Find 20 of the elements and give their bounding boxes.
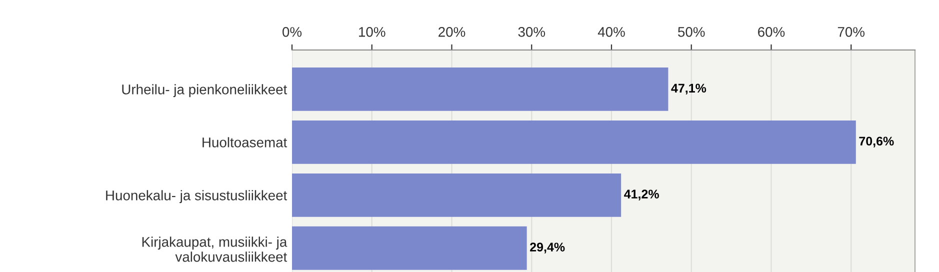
x-tick-label: 30%	[518, 27, 546, 37]
x-tick-label: 50%	[678, 27, 705, 37]
y-tick-label: Huoltoasemat	[202, 137, 288, 148]
data-label: 47,1%	[671, 84, 706, 94]
x-tick-label: 70%	[838, 27, 865, 37]
x-tick-label: 10%	[359, 27, 386, 37]
bar	[292, 173, 622, 217]
bar	[292, 120, 856, 164]
y-tick-label: Urheilu- ja pienkoneliikkeet	[122, 84, 288, 98]
data-label: 29,4%	[530, 242, 565, 254]
data-label: 70,6%	[859, 136, 894, 148]
y-tick-label: Kirjakaupat, musiikki- ja valokuvausliikkeet	[142, 236, 288, 262]
x-tick-label: 40%	[598, 27, 625, 37]
bar	[292, 226, 527, 270]
x-tick-label: 0%	[282, 27, 302, 37]
x-tick-label: 20%	[438, 27, 466, 37]
y-tick-label: Huonekalu- ja sisustusliikkeet	[106, 190, 288, 204]
data-label: 41,2%	[624, 190, 659, 200]
x-tick-label: 60%	[758, 27, 785, 37]
bar	[292, 67, 668, 111]
